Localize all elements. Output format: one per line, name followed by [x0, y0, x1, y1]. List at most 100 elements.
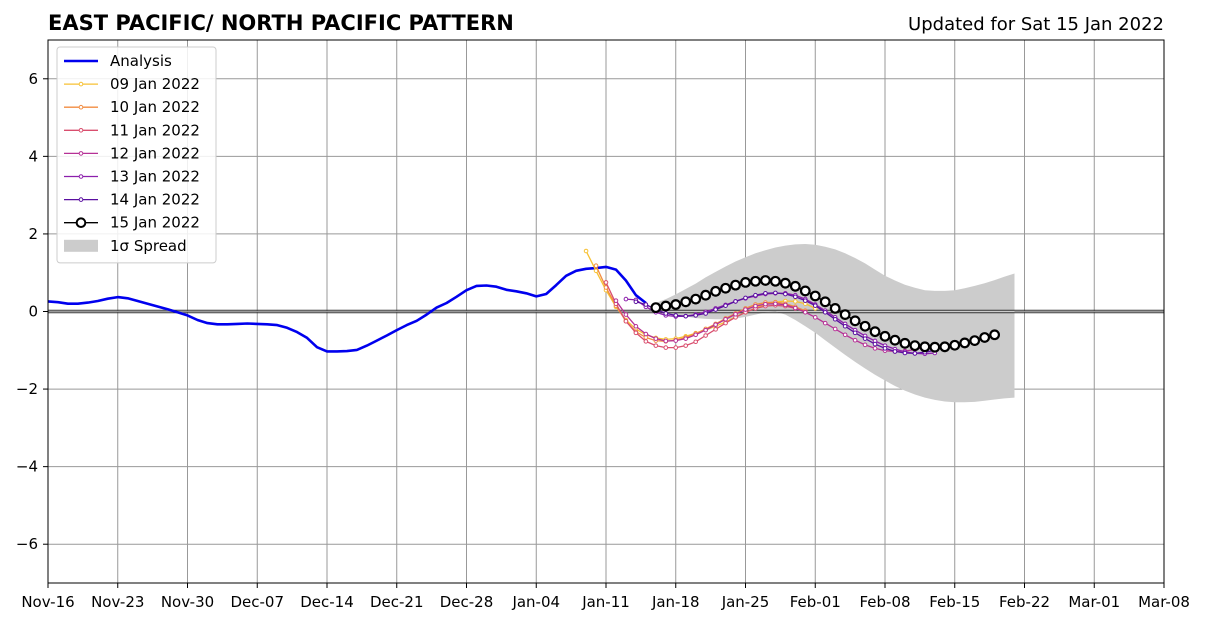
series-line: [47, 265, 647, 353]
series-point: [769, 275, 781, 287]
legend-label: 09 Jan 2022: [110, 75, 200, 93]
spread-band: [655, 244, 1015, 403]
series-point: [683, 343, 689, 348]
series-point: [713, 307, 718, 312]
x-tick-label: Dec-14: [300, 593, 354, 611]
series-point: [740, 277, 751, 288]
legend-label: 1σ Spread: [110, 237, 187, 255]
series-point: [809, 290, 821, 302]
series-point: [603, 280, 609, 285]
series-point: [673, 313, 679, 318]
series-point: [703, 333, 708, 338]
series-point: [743, 307, 748, 312]
series-point: [882, 346, 888, 351]
series-point: [673, 345, 679, 350]
series-point: [909, 340, 921, 352]
series-7: [650, 275, 1001, 353]
series-point: [693, 313, 698, 318]
legend-label: 11 Jan 2022: [110, 121, 200, 139]
series-point: [673, 338, 679, 343]
series-point: [633, 299, 639, 305]
series-point: [822, 309, 828, 315]
series-point: [832, 316, 838, 322]
zero-line: [48, 309, 1164, 314]
series-point: [650, 302, 662, 314]
series-point: [829, 302, 841, 314]
chart-subtitle: Updated for Sat 15 Jan 2022: [908, 14, 1164, 35]
series-point: [680, 296, 692, 308]
legend-marker: [78, 81, 84, 87]
series-point: [720, 282, 731, 294]
series-point: [753, 292, 758, 298]
x-tick-label: Jan-18: [651, 593, 700, 611]
series-point: [700, 289, 712, 301]
x-tick-label: Nov-23: [91, 593, 144, 611]
y-tick-label: 0: [28, 303, 38, 321]
series-point: [693, 339, 698, 345]
series-point: [842, 323, 848, 329]
legend-item: 09 Jan 2022: [64, 75, 200, 93]
series-point: [839, 309, 851, 321]
series-point: [793, 299, 798, 304]
series-point: [733, 299, 738, 304]
legend-marker: [78, 128, 84, 133]
series-point: [919, 341, 931, 353]
series-point: [902, 350, 908, 356]
series-point: [929, 341, 941, 353]
series-point: [593, 263, 599, 269]
series-point: [710, 285, 722, 297]
series-point: [793, 294, 798, 300]
series-point: [763, 301, 768, 307]
series-point: [753, 303, 758, 309]
legend-item: 11 Jan 2022: [64, 121, 200, 139]
series-point: [663, 345, 669, 350]
series-point: [872, 341, 878, 347]
series-point: [773, 301, 778, 307]
legend-label: 13 Jan 2022: [110, 168, 200, 186]
series-point: [623, 312, 629, 317]
series-point: [723, 303, 728, 308]
spread-band-area: [655, 244, 1015, 403]
series-point: [979, 332, 991, 343]
y-tick-label: 6: [28, 70, 38, 88]
legend-label: 15 Jan 2022: [110, 214, 200, 232]
series-point: [723, 320, 728, 326]
series-point: [733, 311, 738, 317]
series-point: [723, 316, 728, 322]
series-point: [949, 339, 961, 351]
legend-item: 1σ Spread: [64, 237, 187, 255]
y-tick-label: 4: [28, 147, 38, 165]
series-0: [47, 265, 647, 353]
legend-swatch: [64, 239, 98, 252]
series-point: [633, 330, 639, 336]
series-point: [969, 335, 981, 346]
legend-label: 10 Jan 2022: [110, 98, 200, 116]
x-tick-label: Jan-11: [581, 593, 630, 611]
series-point: [812, 315, 818, 320]
series-point: [773, 290, 778, 296]
series-point: [730, 279, 741, 291]
series-point: [793, 305, 798, 311]
legend-item: 15 Jan 2022: [64, 214, 200, 232]
series-point: [750, 275, 761, 287]
x-tick-label: Mar-08: [1138, 593, 1190, 611]
x-tick-label: Jan-04: [511, 593, 560, 611]
series-point: [859, 320, 871, 332]
axis-ticks: Nov-16 Nov-23 Nov-30 Dec-07 Dec-14 Dec-21 Dec-…: [16, 70, 1190, 611]
series-point: [959, 337, 971, 349]
y-tick-label: −4: [16, 458, 38, 476]
series-point: [799, 285, 811, 297]
series-point: [763, 290, 768, 296]
y-tick-label: −2: [16, 380, 38, 398]
series-point: [713, 327, 718, 332]
chart-title: EAST PACIFIC/ NORTH PACIFIC PATTERN: [48, 11, 514, 35]
legend-item: Analysis: [64, 52, 172, 70]
series-point: [779, 277, 791, 289]
legend: Analysis 09 Jan 2022 10 Jan 2022 11 Jan 202…: [56, 46, 217, 264]
series-point: [862, 342, 868, 348]
series-point: [760, 275, 771, 286]
series-point: [819, 296, 831, 308]
legend-marker: [78, 151, 84, 156]
series-point: [653, 343, 659, 348]
